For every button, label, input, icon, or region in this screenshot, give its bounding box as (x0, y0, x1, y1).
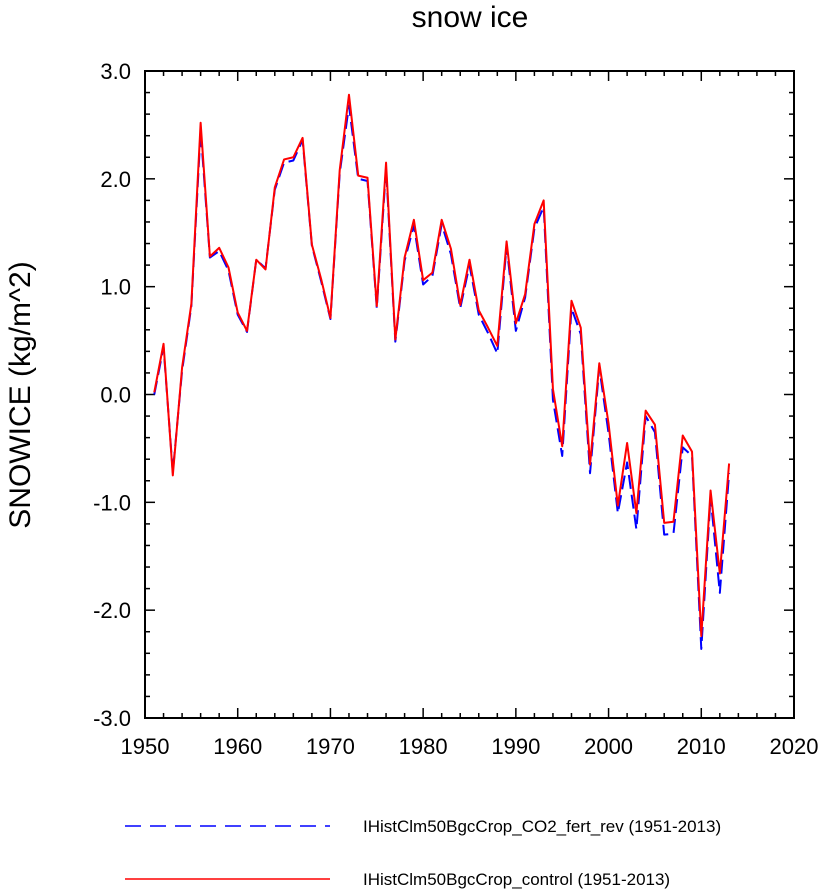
y-tick-label: -2.0 (93, 598, 131, 623)
y-tick-label: 2.0 (100, 167, 131, 192)
plot-frame (144, 70, 795, 719)
y-tick-label: 3.0 (100, 59, 131, 84)
x-tick-label: 1990 (491, 734, 540, 759)
legend-label-co2-fert-rev: IHistClm50BgcCrop_CO2_fert_rev (1951-201… (363, 817, 721, 836)
x-tick-label: 1980 (399, 734, 448, 759)
chart-title: snow ice (412, 1, 529, 34)
y-axis-label: SNOWICE (kg/m^2) (4, 261, 37, 528)
series-line-co2-fert-rev (153, 104, 731, 650)
legend-label-control: IHistClm50BgcCrop_control (1951-2013) (363, 870, 670, 889)
y-tick-label: -1.0 (93, 490, 131, 515)
y-tick-label: 1.0 (100, 275, 131, 300)
plot-area: 1950 1960 1970 1980 1990 2000 2010 2020 -3.0 -2.0… (93, 59, 818, 759)
y-tick-label: -3.0 (93, 706, 131, 731)
x-tick-label: 2010 (677, 734, 726, 759)
x-tick-label: 1960 (213, 734, 262, 759)
y-tick-label: 0.0 (100, 383, 131, 408)
legend: IHistClm50BgcCrop_CO2_fert_rev (1951-201… (125, 817, 721, 889)
x-tick-label: 1970 (306, 734, 355, 759)
series-line-control (153, 93, 731, 638)
x-tick-label: 2000 (584, 734, 633, 759)
x-tick-label: 2020 (770, 734, 819, 759)
x-tick-label: 1950 (121, 734, 170, 759)
